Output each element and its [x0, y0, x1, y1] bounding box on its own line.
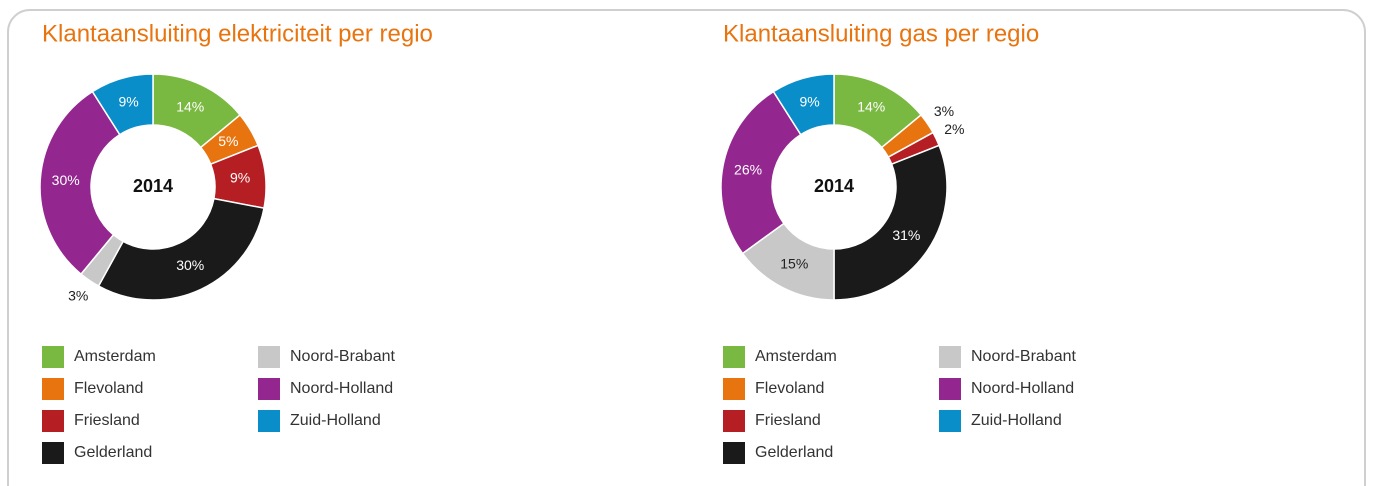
legend-swatch [723, 346, 745, 368]
legend-swatch [42, 442, 64, 464]
panel-frame [7, 9, 1366, 486]
donut-slice [97, 197, 265, 301]
legend-swatch [42, 378, 64, 400]
legend-swatch [939, 378, 961, 400]
center-label: 2014 [814, 176, 854, 196]
donut-slice [720, 90, 802, 255]
legend-label: Noord-Holland [290, 380, 393, 397]
legend-swatch [723, 410, 745, 432]
legend-label: Amsterdam [74, 348, 156, 365]
data-label: 14% [176, 99, 204, 115]
center-label: 2014 [133, 176, 173, 196]
data-label: 14% [857, 99, 885, 115]
data-label: 9% [799, 94, 819, 110]
data-label: 9% [118, 94, 138, 110]
data-label: 31% [892, 227, 920, 243]
legend-label: Zuid-Holland [290, 412, 381, 429]
data-label: 3% [934, 103, 954, 119]
legend-label: Noord-Holland [971, 380, 1074, 397]
legend-label: Flevoland [74, 380, 143, 397]
legend-label: Gelderland [755, 444, 833, 461]
legend-swatch [723, 378, 745, 400]
legend-label: Amsterdam [755, 348, 837, 365]
data-label: 15% [780, 256, 808, 272]
data-label: 5% [218, 133, 238, 149]
legend-label: Friesland [755, 412, 821, 429]
legend-swatch [258, 378, 280, 400]
legend-label: Friesland [74, 412, 140, 429]
chart-title: Klantaansluiting gas per regio [723, 20, 1039, 47]
legend-swatch [939, 346, 961, 368]
legend-label: Gelderland [74, 444, 152, 461]
legend-label: Flevoland [755, 380, 824, 397]
donut-slice [39, 90, 121, 276]
legend-swatch [258, 410, 280, 432]
legend-label: Noord-Brabant [971, 348, 1077, 365]
data-label: 26% [734, 161, 762, 177]
chart-title: Klantaansluiting elektriciteit per regio [42, 20, 433, 47]
donut-slice [772, 73, 835, 136]
legend-swatch [723, 442, 745, 464]
legend-swatch [258, 346, 280, 368]
legend-swatch [939, 410, 961, 432]
legend-swatch [42, 346, 64, 368]
donut-slice [833, 144, 948, 301]
donut-slice [91, 73, 154, 136]
data-label: 2% [944, 121, 964, 137]
data-label: 30% [52, 172, 80, 188]
data-label: 9% [230, 169, 250, 185]
legend-label: Noord-Brabant [290, 348, 396, 365]
data-label: 30% [176, 257, 204, 273]
legend-swatch [42, 410, 64, 432]
legend-label: Zuid-Holland [971, 412, 1062, 429]
data-label: 3% [68, 288, 88, 304]
